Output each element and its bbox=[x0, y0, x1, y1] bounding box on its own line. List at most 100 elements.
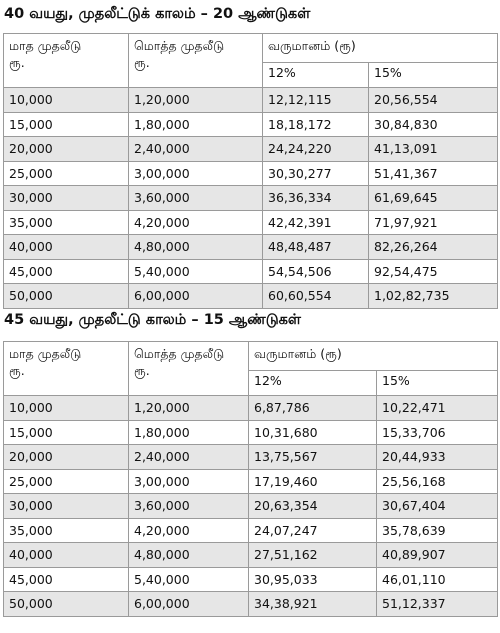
return-15-cell: 41,13,091 bbox=[367, 136, 499, 162]
monthly-investment-cell: 25,000 bbox=[3, 160, 129, 186]
return-12-cell: 36,36,334 bbox=[262, 185, 369, 211]
monthly-investment-cell: 20,000 bbox=[3, 136, 129, 162]
table-row: 40,000 4,80,000 48,48,487 82,26,264 bbox=[3, 234, 499, 260]
table-row: 30,000 3,60,000 20,63,354 30,67,404 bbox=[3, 493, 499, 519]
return-15-cell: 46,01,110 bbox=[375, 566, 499, 592]
total-investment-cell: 2,40,000 bbox=[128, 136, 263, 162]
return-12-cell: 30,95,033 bbox=[248, 566, 377, 592]
return-12-cell: 34,38,921 bbox=[248, 591, 377, 617]
total-investment-cell: 4,20,000 bbox=[128, 517, 249, 543]
return-12-cell: 12,12,115 bbox=[262, 87, 369, 113]
return-15-cell: 25,56,168 bbox=[375, 468, 499, 494]
total-investment-cell: 1,80,000 bbox=[128, 111, 263, 137]
rate-15-header: 15% bbox=[375, 370, 499, 396]
return-15-cell: 20,44,933 bbox=[375, 444, 499, 470]
return-12-cell: 54,54,506 bbox=[262, 258, 369, 284]
monthly-investment-cell: 10,000 bbox=[3, 395, 129, 421]
table-row: 35,000 4,20,000 42,42,391 71,97,921 bbox=[3, 209, 499, 235]
table-2-heading: 45 வயது, முதலீட்டு காலம் – 15 ஆண்டுகள் bbox=[4, 312, 302, 328]
returns-header: வருமானம் (ரூ) bbox=[247, 341, 499, 371]
returns-header: வருமானம் (ரூ) bbox=[261, 33, 499, 63]
monthly-investment-cell: 35,000 bbox=[3, 209, 129, 235]
total-investment-cell: 3,00,000 bbox=[128, 160, 263, 186]
total-investment-unit: ரூ. bbox=[134, 363, 150, 378]
monthly-investment-cell: 10,000 bbox=[3, 87, 129, 113]
return-12-cell: 24,24,220 bbox=[262, 136, 369, 162]
returns-table-age-45: மாத முதலீடு ரூ. மொத்த முதலீடு ரூ. வருமான… bbox=[3, 341, 499, 617]
table-row: 25,000 3,00,000 17,19,460 25,56,168 bbox=[3, 468, 499, 494]
monthly-investment-cell: 15,000 bbox=[3, 419, 129, 445]
table-row: 20,000 2,40,000 13,75,567 20,44,933 bbox=[3, 444, 499, 470]
total-investment-cell: 4,80,000 bbox=[128, 542, 249, 568]
total-investment-label: மொத்த முதலீடு bbox=[134, 346, 225, 361]
total-investment-unit: ரூ. bbox=[134, 55, 150, 70]
header-row: மாத முதலீடு ரூ. மொத்த முதலீடு ரூ. வருமான… bbox=[3, 33, 499, 88]
table-row: 15,000 1,80,000 18,18,172 30,84,830 bbox=[3, 111, 499, 137]
table-row: 45,000 5,40,000 54,54,506 92,54,475 bbox=[3, 258, 499, 284]
table-row: 25,000 3,00,000 30,30,277 51,41,367 bbox=[3, 160, 499, 186]
return-15-cell: 1,02,82,735 bbox=[367, 283, 499, 309]
monthly-investment-header: மாத முதலீடு ரூ. bbox=[3, 341, 129, 396]
return-12-cell: 48,48,487 bbox=[262, 234, 369, 260]
monthly-investment-cell: 50,000 bbox=[3, 283, 129, 309]
return-15-cell: 51,41,367 bbox=[367, 160, 499, 186]
return-12-cell: 24,07,247 bbox=[248, 517, 377, 543]
total-investment-cell: 5,40,000 bbox=[128, 566, 249, 592]
table-row: 20,000 2,40,000 24,24,220 41,13,091 bbox=[3, 136, 499, 162]
monthly-investment-cell: 20,000 bbox=[3, 444, 129, 470]
rate-header-row: 12% 15% bbox=[4, 62, 499, 88]
table-row: 10,000 1,20,000 6,87,786 10,22,471 bbox=[3, 395, 499, 421]
total-investment-cell: 2,40,000 bbox=[128, 444, 249, 470]
return-12-cell: 42,42,391 bbox=[262, 209, 369, 235]
return-12-cell: 6,87,786 bbox=[248, 395, 377, 421]
table-row: 15,000 1,80,000 10,31,680 15,33,706 bbox=[3, 419, 499, 445]
table-1-heading: 40 வயது, முதலீட்டுக் காலம் – 20 ஆண்டுகள் bbox=[4, 6, 311, 22]
table-row: 35,000 4,20,000 24,07,247 35,78,639 bbox=[3, 517, 499, 543]
return-12-cell: 30,30,277 bbox=[262, 160, 369, 186]
monthly-investment-cell: 50,000 bbox=[3, 591, 129, 617]
monthly-investment-label: மாத முதலீடு bbox=[9, 346, 82, 361]
return-15-cell: 30,67,404 bbox=[375, 493, 499, 519]
total-investment-cell: 3,00,000 bbox=[128, 468, 249, 494]
table-row: 45,000 5,40,000 30,95,033 46,01,110 bbox=[3, 566, 499, 592]
monthly-investment-cell: 35,000 bbox=[3, 517, 129, 543]
return-15-cell: 15,33,706 bbox=[375, 419, 499, 445]
total-investment-cell: 6,00,000 bbox=[128, 283, 263, 309]
return-15-cell: 61,69,645 bbox=[367, 185, 499, 211]
monthly-investment-label: மாத முதலீடு bbox=[9, 38, 82, 53]
total-investment-cell: 4,80,000 bbox=[128, 234, 263, 260]
monthly-investment-cell: 15,000 bbox=[3, 111, 129, 137]
return-15-cell: 35,78,639 bbox=[375, 517, 499, 543]
rate-15-header: 15% bbox=[367, 62, 499, 88]
rate-12-header: 12% bbox=[262, 62, 369, 88]
monthly-investment-cell: 30,000 bbox=[3, 493, 129, 519]
return-12-cell: 60,60,554 bbox=[262, 283, 369, 309]
return-12-cell: 20,63,354 bbox=[248, 493, 377, 519]
total-investment-label: மொத்த முதலீடு bbox=[134, 38, 225, 53]
monthly-investment-cell: 30,000 bbox=[3, 185, 129, 211]
total-investment-cell: 5,40,000 bbox=[128, 258, 263, 284]
header-row: மாத முதலீடு ரூ. மொத்த முதலீடு ரூ. வருமான… bbox=[3, 341, 499, 396]
returns-table-age-40: மாத முதலீடு ரூ. மொத்த முதலீடு ரூ. வருமான… bbox=[3, 33, 499, 309]
table-row: 40,000 4,80,000 27,51,162 40,89,907 bbox=[3, 542, 499, 568]
return-15-cell: 40,89,907 bbox=[375, 542, 499, 568]
table-2-body: 10,000 1,20,000 6,87,786 10,22,471 15,000 1,8… bbox=[3, 395, 499, 617]
table-row: 10,000 1,20,000 12,12,115 20,56,554 bbox=[3, 87, 499, 113]
monthly-investment-cell: 45,000 bbox=[3, 258, 129, 284]
rate-12-header: 12% bbox=[248, 370, 377, 396]
monthly-investment-unit: ரூ. bbox=[9, 363, 25, 378]
return-15-cell: 30,84,830 bbox=[367, 111, 499, 137]
table-row: 50,000 6,00,000 60,60,554 1,02,82,735 bbox=[3, 283, 499, 309]
monthly-investment-unit: ரூ. bbox=[9, 55, 25, 70]
monthly-investment-cell: 40,000 bbox=[3, 234, 129, 260]
return-12-cell: 13,75,567 bbox=[248, 444, 377, 470]
total-investment-header: மொத்த முதலீடு ரூ. bbox=[128, 341, 249, 396]
total-investment-cell: 3,60,000 bbox=[128, 493, 249, 519]
return-12-cell: 10,31,680 bbox=[248, 419, 377, 445]
return-12-cell: 27,51,162 bbox=[248, 542, 377, 568]
monthly-investment-cell: 40,000 bbox=[3, 542, 129, 568]
total-investment-cell: 4,20,000 bbox=[128, 209, 263, 235]
total-investment-cell: 3,60,000 bbox=[128, 185, 263, 211]
return-15-cell: 92,54,475 bbox=[367, 258, 499, 284]
monthly-investment-cell: 45,000 bbox=[3, 566, 129, 592]
